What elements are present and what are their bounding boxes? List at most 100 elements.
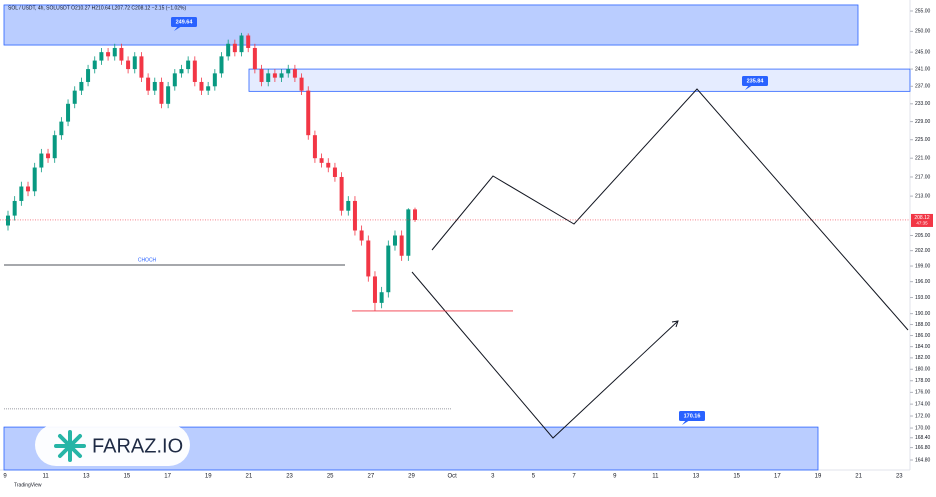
tag-pointer — [174, 26, 182, 31]
x-tick-label: 27 — [368, 474, 375, 480]
y-tick-label: 221.00 — [915, 156, 931, 162]
x-tick-label: 5 — [532, 474, 536, 480]
watermark-box: FARAZ.IO — [35, 424, 190, 466]
candle-body — [26, 186, 31, 192]
candle-body — [292, 69, 297, 78]
candle-body — [159, 81, 164, 104]
candle-body — [226, 43, 231, 57]
y-tick-label: 217.00 — [915, 174, 931, 180]
y-tick-label: 170.00 — [915, 425, 931, 431]
x-tick-label: 17 — [774, 474, 781, 480]
candle-body — [139, 56, 144, 78]
x-tick-label: 9 — [3, 474, 7, 480]
x-tick-label: 19 — [205, 474, 212, 480]
candle-body — [179, 69, 184, 74]
y-tick-label: 225.00 — [915, 137, 931, 143]
x-tick-label: Oct — [447, 474, 457, 480]
x-tick-label: 15 — [124, 474, 131, 480]
x-tick-label: 25 — [327, 474, 334, 480]
y-tick-label: 205.00 — [915, 233, 931, 239]
candle-body — [172, 73, 177, 87]
y-tick-label: 245.00 — [915, 49, 931, 55]
candle-body — [92, 60, 97, 70]
zone-tag — [171, 17, 197, 27]
candle-body — [413, 209, 417, 220]
y-tick-label: 168.40 — [915, 435, 931, 441]
candle-body — [279, 73, 284, 78]
y-tick-label: 166.80 — [915, 445, 931, 451]
y-tick-label: 188.00 — [915, 322, 931, 328]
x-tick-label: 13 — [693, 474, 700, 480]
candle-body — [112, 47, 117, 57]
candle-body — [152, 81, 157, 91]
watermark-bg — [35, 424, 190, 466]
zone-tag — [679, 411, 705, 421]
candle-body — [359, 230, 364, 241]
tag-pointer — [745, 85, 753, 90]
tag-pointer — [682, 420, 690, 425]
projection-path — [411, 271, 679, 439]
candle-body — [212, 73, 217, 87]
candle-body — [306, 90, 311, 136]
price-tag-countdown: 47:35 — [916, 221, 928, 226]
x-tick-label: 9 — [613, 474, 617, 480]
x-tick-label: 17 — [164, 474, 171, 480]
y-tick-label: 178.00 — [915, 378, 931, 384]
candle-body — [66, 103, 71, 122]
candle-body — [186, 60, 191, 70]
candle-body — [406, 209, 411, 256]
candle-body — [52, 135, 57, 159]
projection — [411, 88, 909, 439]
y-tick-label: 176.00 — [915, 390, 931, 396]
y-tick-label: 180.00 — [915, 367, 931, 373]
candle-body — [199, 81, 204, 91]
source: TradingView — [14, 482, 42, 488]
x-tick-label: 15 — [733, 474, 740, 480]
candle-body — [132, 56, 137, 70]
candle-body — [386, 245, 391, 293]
candle-body — [32, 167, 37, 192]
x-tick-label: 13 — [83, 474, 90, 480]
x-tick-label: 29 — [408, 474, 415, 480]
candle-body — [266, 73, 271, 82]
logo — [54, 430, 86, 462]
x-tick-label: 11 — [652, 474, 659, 480]
y-tick-label: 255.00 — [915, 8, 931, 14]
candle-body — [326, 162, 331, 168]
candle-body — [206, 86, 211, 91]
candle-body — [272, 73, 277, 78]
x-tick-label: 23 — [896, 474, 903, 480]
candle-body — [299, 77, 304, 91]
candle-body — [119, 47, 124, 61]
x-tick-label: 7 — [572, 474, 576, 480]
candle-body — [46, 153, 51, 159]
y-tick-label: 233.00 — [915, 101, 931, 107]
y-tick-label: 199.00 — [915, 263, 931, 269]
candle-body — [252, 47, 257, 70]
candle-body — [246, 35, 251, 48]
candle-body — [12, 200, 17, 216]
candle-body — [146, 77, 151, 91]
x-tick-label: 3 — [491, 474, 495, 480]
projection-path — [431, 88, 909, 331]
candle-body — [286, 69, 291, 74]
candle-body — [6, 215, 10, 226]
candle-body — [192, 60, 197, 82]
candle-body — [59, 121, 64, 136]
x-tick-label: 19 — [815, 474, 822, 480]
y-tick-label: 174.00 — [915, 401, 931, 407]
zone-label: 249.64 — [176, 19, 194, 25]
zone — [248, 68, 911, 92]
candles — [6, 32, 417, 311]
candle-body — [99, 52, 104, 61]
x-tick-label: 21 — [246, 474, 253, 480]
candle-body — [312, 135, 317, 159]
y-tick-label: 229.00 — [915, 119, 931, 125]
price-tag-value: 208.12 — [914, 215, 930, 221]
x-tick-label: 11 — [43, 474, 50, 480]
header: SOL / USDT, 4h, SOLUSDT O210.27 H210.64 … — [8, 5, 186, 11]
candle-body — [219, 56, 224, 74]
y-tick-label: 213.00 — [915, 193, 931, 199]
y-tick-label: 196.00 — [915, 279, 931, 285]
candle-body — [366, 240, 371, 277]
